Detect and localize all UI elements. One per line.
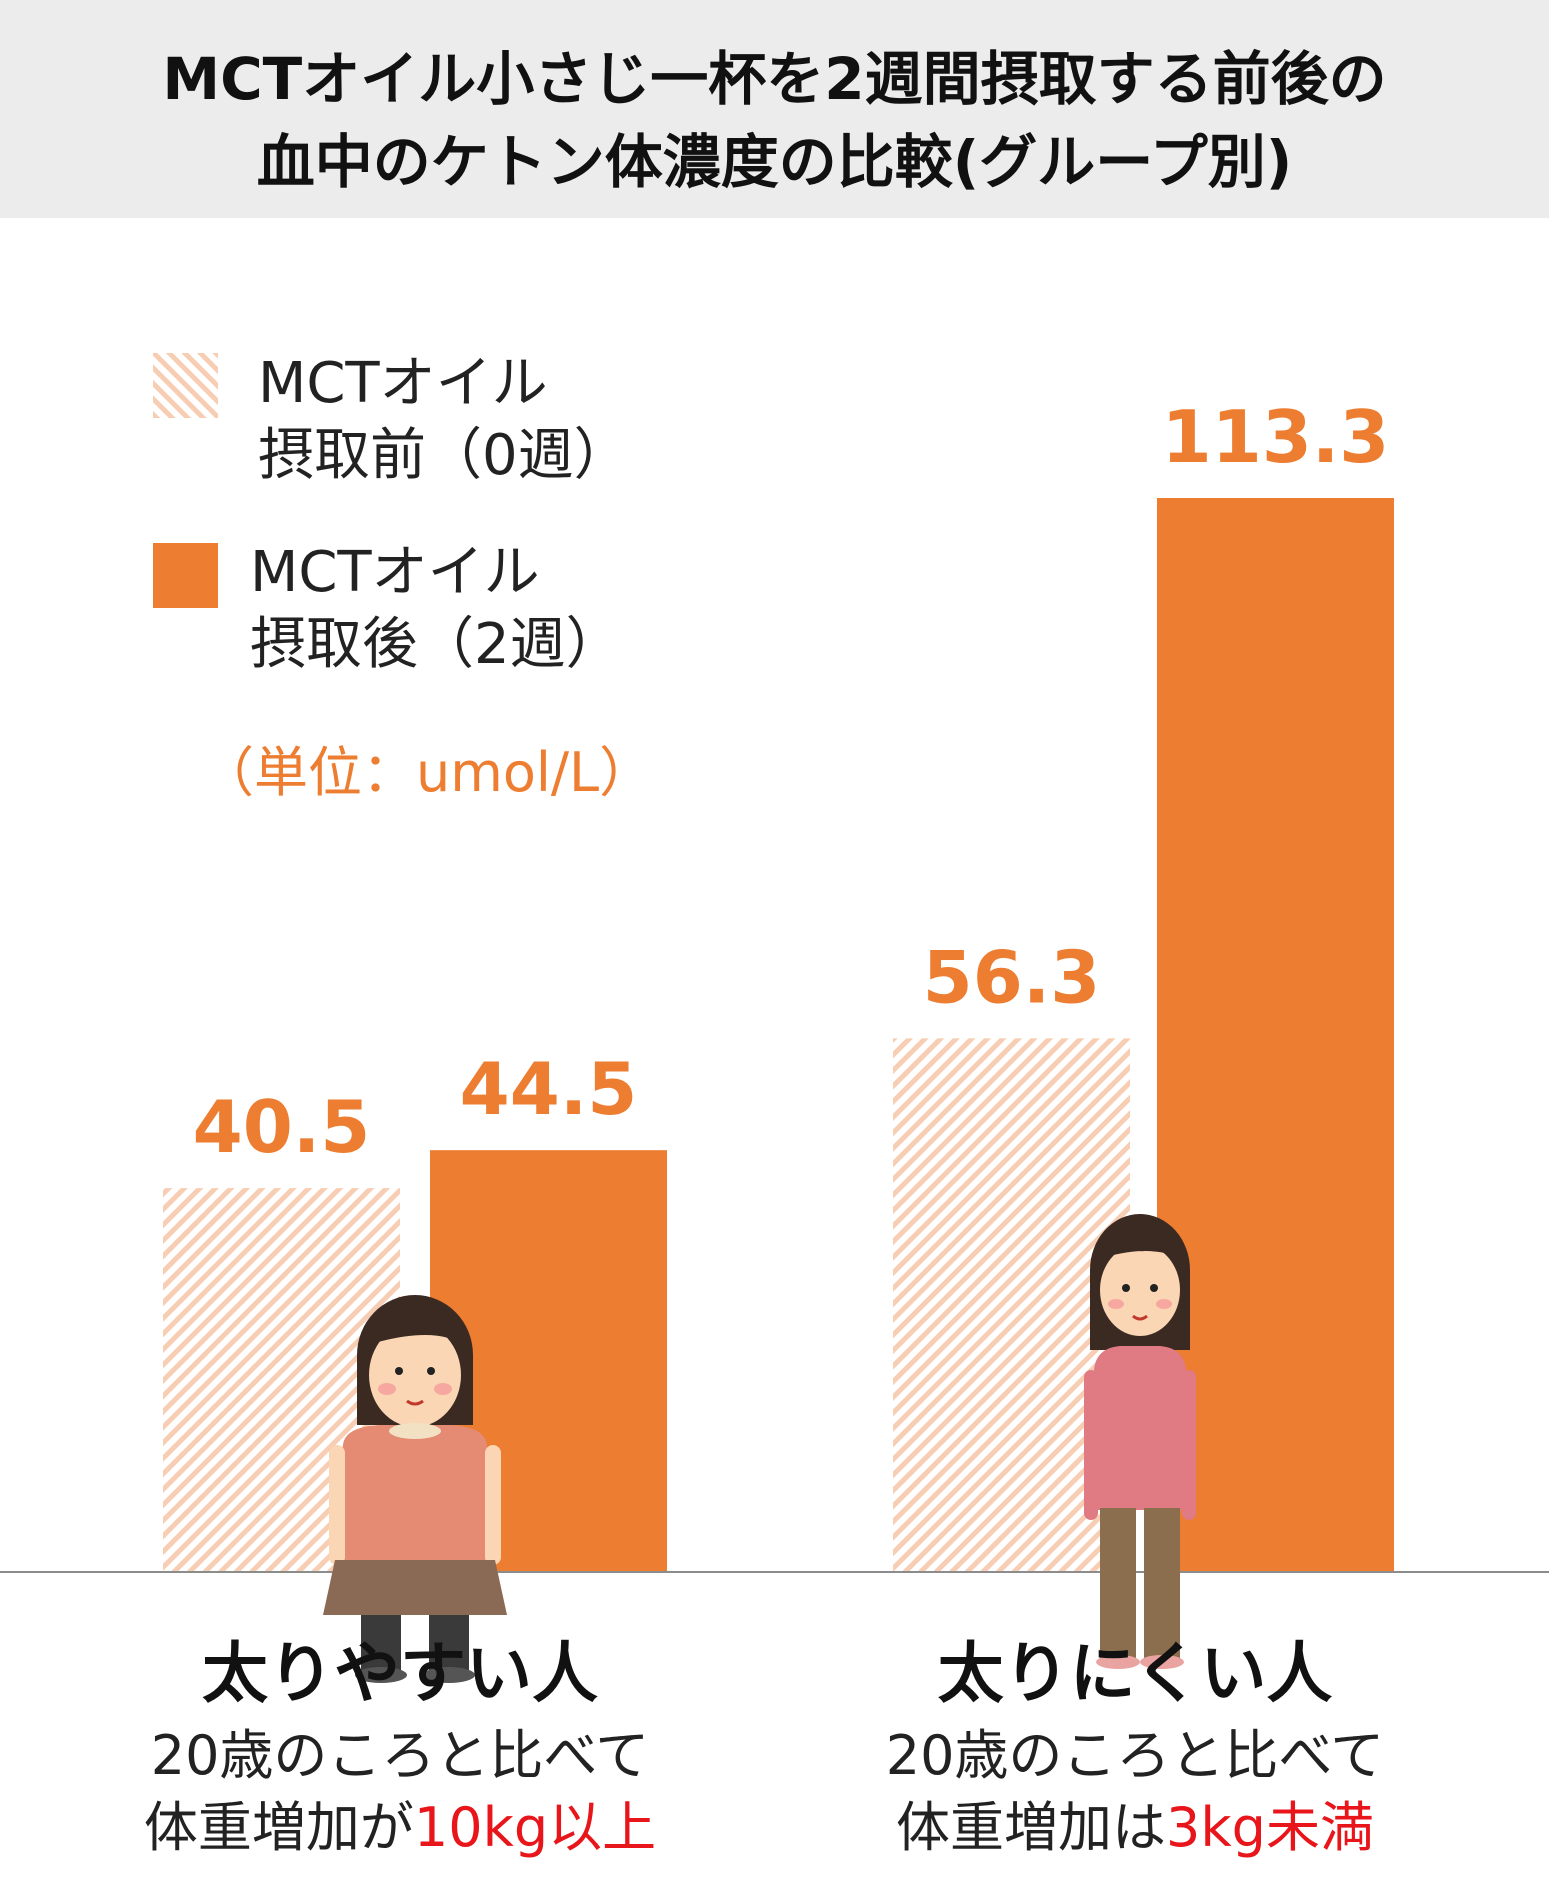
legend-after-line-2: 摂取後（2週） (250, 612, 622, 677)
group-desc-1-prefix: 体重増加が (143, 1796, 414, 1859)
group-desc-1-line-1: 20歳のころと比べて (150, 1724, 650, 1787)
group-name-2: 太りにくい人 (937, 1635, 1333, 1712)
bar-after-group-2 (1157, 498, 1394, 1572)
group-desc-2-prefix: 体重増加は (896, 1796, 1167, 1859)
legend-swatch-after (153, 543, 218, 608)
chart-title-line-2: 血中のケトン体濃度の比較(グループ別) (256, 128, 1293, 196)
group-name-1: 太りやすい人 (202, 1635, 598, 1712)
title-band: MCTオイル小さじ一杯を2週間摂取する前後の 血中のケトン体濃度の比較(グループ… (0, 0, 1549, 218)
unit-label: （単位：umol/L） (200, 741, 654, 804)
legend-label-after: MCTオイル 摂取後（2週） (250, 537, 622, 681)
group-desc-2-line-2: 体重増加は3kg未満 (785, 1792, 1485, 1864)
woman-heavier-icon (323, 1295, 507, 1683)
legend-after-line-1: MCTオイル (250, 540, 540, 605)
group-desc-1-highlight: 10kg以上 (413, 1796, 657, 1859)
value-label-after-group-2: 113.3 (1162, 395, 1390, 479)
legend-before-line-2: 摂取前（0週） (258, 423, 630, 488)
group-desc-2-line-1: 20歳のころと比べて (885, 1724, 1385, 1787)
legend-swatch-before (153, 353, 218, 418)
chart-title-line-1: MCTオイル小さじ一杯を2週間摂取する前後の (162, 45, 1387, 113)
legend-before-line-1: MCTオイル (258, 351, 548, 416)
woman-slim-icon (1084, 1214, 1196, 1669)
group-desc-2-highlight: 3kg未満 (1166, 1796, 1374, 1859)
value-label-after-group-1: 44.5 (460, 1047, 638, 1131)
legend-label-before: MCTオイル 摂取前（0週） (258, 348, 630, 492)
value-label-before-group-2: 56.3 (923, 935, 1101, 1019)
group-desc-2: 20歳のころと比べて 体重増加は3kg未満 (785, 1720, 1485, 1864)
group-desc-1-line-2: 体重増加が10kg以上 (50, 1792, 750, 1864)
value-label-before-group-1: 40.5 (193, 1085, 371, 1169)
group-desc-1: 20歳のころと比べて 体重増加が10kg以上 (50, 1720, 750, 1864)
